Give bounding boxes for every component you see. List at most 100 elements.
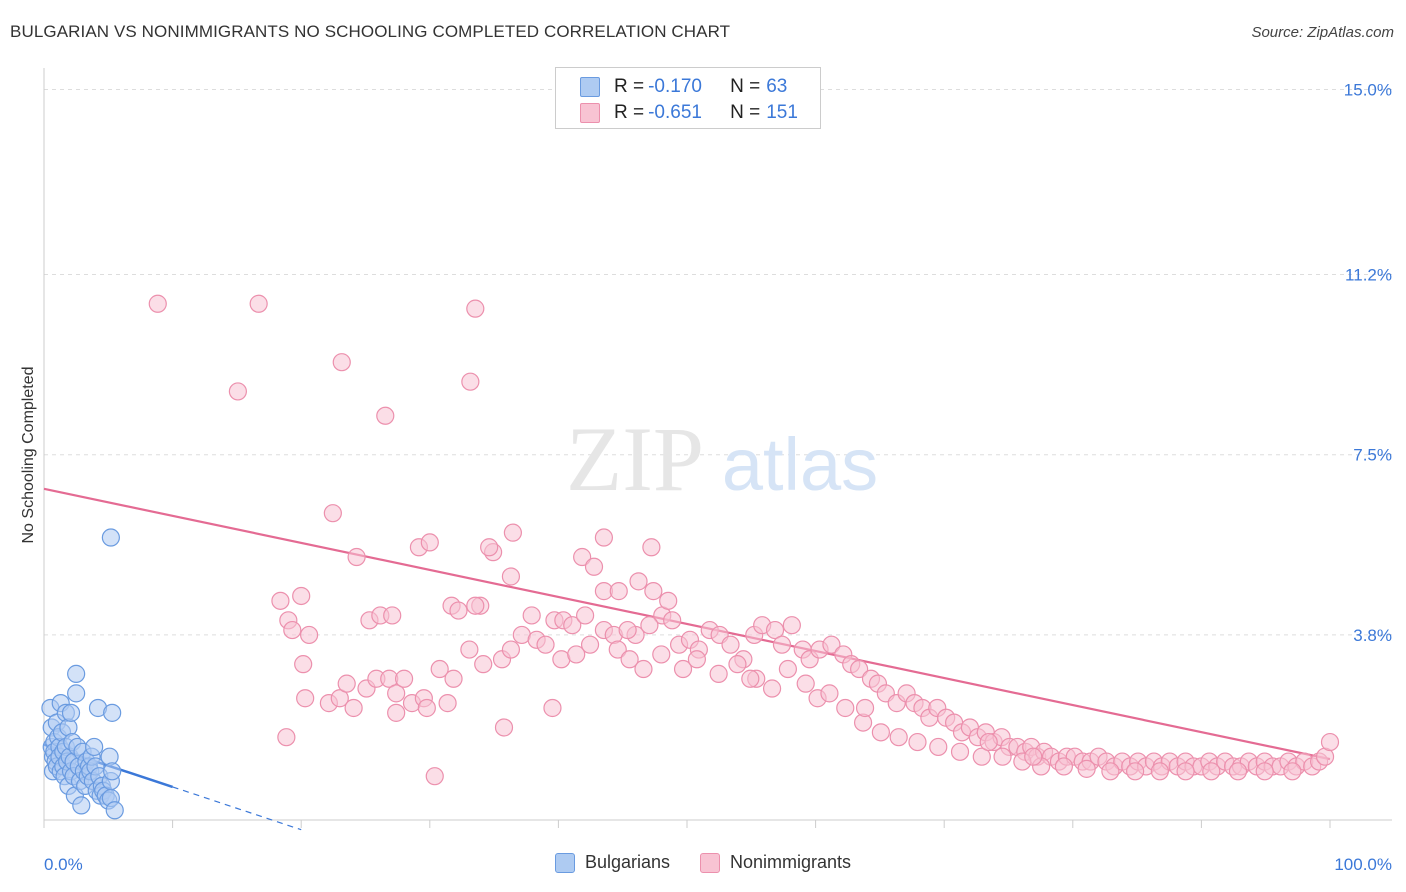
legend-n-label: N = bbox=[730, 102, 761, 123]
point-nonimmigrants bbox=[332, 353, 351, 372]
point-nonimmigrants bbox=[836, 698, 855, 718]
point-nonimmigrants bbox=[148, 294, 167, 313]
point-nonimmigrants bbox=[609, 582, 628, 601]
point-nonimmigrants bbox=[850, 659, 869, 679]
legend-n-label: N = bbox=[730, 76, 761, 97]
trend-line-nonimmigrants bbox=[43, 487, 1331, 761]
point-nonimmigrants bbox=[567, 645, 586, 664]
point-nonimmigrants bbox=[503, 523, 522, 542]
point-nonimmigrants bbox=[950, 742, 970, 761]
point-nonimmigrants bbox=[663, 611, 682, 630]
point-nonimmigrants bbox=[908, 732, 927, 752]
point-nonimmigrants bbox=[820, 684, 839, 703]
point-nonimmigrants bbox=[376, 406, 395, 425]
point-nonimmigrants bbox=[387, 684, 406, 703]
point-nonimmigrants bbox=[620, 650, 639, 669]
point-nonimmigrants bbox=[466, 596, 485, 615]
point-nonimmigrants bbox=[292, 586, 311, 606]
point-nonimmigrants bbox=[461, 372, 480, 391]
point-bulgarians bbox=[67, 664, 86, 683]
point-nonimmigrants bbox=[608, 640, 627, 659]
point-bulgarians bbox=[85, 737, 104, 757]
point-nonimmigrants bbox=[474, 655, 493, 674]
point-nonimmigrants bbox=[979, 732, 998, 752]
legend-row-bulgarians: R = -0.170 N = 63 bbox=[580, 75, 787, 99]
point-nonimmigrants bbox=[494, 718, 514, 737]
point-nonimmigrants bbox=[634, 659, 653, 679]
point-nonimmigrants bbox=[728, 655, 747, 674]
point-nonimmigrants bbox=[629, 572, 648, 591]
legend-item-bulgarians[interactable]: Bulgarians bbox=[554, 852, 670, 873]
point-nonimmigrants bbox=[536, 635, 555, 654]
point-nonimmigrants bbox=[271, 591, 290, 610]
point-nonimmigrants bbox=[1255, 762, 1274, 781]
point-nonimmigrants bbox=[337, 674, 356, 693]
legend-label-bulgarians: Bulgarians bbox=[584, 852, 670, 872]
point-nonimmigrants bbox=[249, 294, 268, 313]
y-tick-label: 11.2% bbox=[1345, 266, 1392, 285]
point-nonimmigrants bbox=[277, 728, 296, 747]
point-bulgarians bbox=[103, 703, 122, 722]
point-nonimmigrants bbox=[594, 528, 614, 547]
point-nonimmigrants bbox=[972, 747, 991, 766]
point-nonimmigrants bbox=[772, 635, 792, 654]
x-tick-label: 0.0% bbox=[44, 855, 83, 874]
legend-swatch-pink bbox=[700, 852, 720, 873]
point-nonimmigrants bbox=[501, 640, 521, 659]
legend-r-label: R = bbox=[614, 76, 645, 97]
point-nonimmigrants bbox=[1126, 762, 1145, 781]
point-nonimmigrants bbox=[618, 620, 637, 640]
trend-extension-bulgarians bbox=[172, 786, 302, 831]
point-nonimmigrants bbox=[294, 655, 313, 674]
point-nonimmigrants bbox=[480, 538, 499, 557]
legend-r-value: -0.651 bbox=[648, 102, 702, 123]
point-nonimmigrants bbox=[855, 698, 875, 718]
point-nonimmigrants bbox=[387, 703, 406, 722]
point-nonimmigrants bbox=[347, 547, 366, 567]
point-nonimmigrants bbox=[576, 606, 595, 625]
point-nonimmigrants bbox=[673, 659, 693, 679]
legend-item-nonimmigrants[interactable]: Nonimmigrants bbox=[700, 852, 851, 873]
point-nonimmigrants bbox=[822, 635, 841, 654]
point-nonimmigrants bbox=[1150, 762, 1169, 781]
point-nonimmigrants bbox=[871, 723, 890, 742]
point-nonimmigrants bbox=[383, 606, 402, 625]
point-nonimmigrants bbox=[741, 669, 760, 688]
legend-swatch-pink bbox=[580, 103, 600, 123]
point-nonimmigrants bbox=[765, 620, 785, 640]
point-nonimmigrants bbox=[330, 689, 349, 708]
point-nonimmigrants bbox=[460, 640, 479, 659]
legend-n-value: 63 bbox=[766, 76, 788, 97]
point-nonimmigrants bbox=[501, 567, 521, 586]
point-nonimmigrants bbox=[709, 664, 728, 683]
point-nonimmigrants bbox=[1101, 762, 1120, 781]
point-nonimmigrants bbox=[642, 538, 661, 557]
legend-r-value: -0.170 bbox=[648, 76, 702, 97]
point-nonimmigrants bbox=[1054, 757, 1073, 776]
point-nonimmigrants bbox=[425, 767, 444, 786]
legend-r-label: R = bbox=[614, 102, 645, 123]
point-nonimmigrants bbox=[430, 659, 449, 679]
legend-swatch-blue bbox=[554, 852, 575, 873]
point-nonimmigrants bbox=[796, 674, 815, 693]
chart-title: BULGARIAN VS NONIMMIGRANTS NO SCHOOLING … bbox=[10, 22, 731, 41]
source-label: Source: ZipAtlas.com bbox=[1251, 24, 1394, 41]
point-nonimmigrants bbox=[466, 299, 485, 318]
point-bulgarians bbox=[72, 796, 91, 815]
point-nonimmigrants bbox=[1176, 762, 1195, 781]
series-legend: Bulgarians Nonimmigrants bbox=[0, 852, 1406, 873]
point-nonimmigrants bbox=[652, 645, 671, 664]
point-nonimmigrants bbox=[420, 533, 439, 552]
point-bulgarians bbox=[101, 528, 120, 547]
point-nonimmigrants bbox=[1228, 762, 1248, 781]
point-nonimmigrants bbox=[584, 557, 604, 576]
watermark-atlas: atlas bbox=[722, 423, 878, 506]
point-nonimmigrants bbox=[580, 635, 600, 654]
point-nonimmigrants bbox=[344, 698, 363, 718]
point-nonimmigrants bbox=[929, 737, 948, 757]
point-nonimmigrants bbox=[721, 635, 740, 654]
point-nonimmigrants bbox=[782, 616, 801, 635]
point-nonimmigrants bbox=[1077, 759, 1096, 778]
point-nonimmigrants bbox=[1283, 762, 1302, 781]
